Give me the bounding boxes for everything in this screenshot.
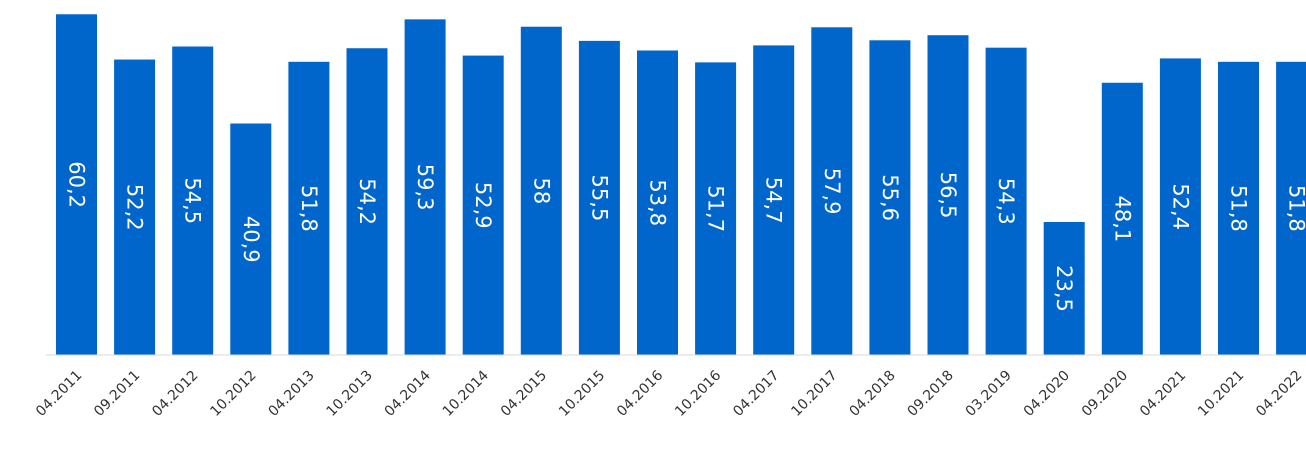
x-tick-label: 04.2021	[1137, 368, 1189, 420]
bar	[1101, 82, 1143, 355]
bar	[346, 48, 388, 356]
data-label: 48,1	[1110, 195, 1134, 242]
x-tick-label: 10.2015	[556, 368, 608, 420]
x-tick-label: 04.2014	[382, 367, 434, 419]
bar	[1159, 58, 1201, 355]
data-label: 57,9	[820, 168, 844, 215]
bar	[1043, 221, 1085, 355]
x-tick-label: 04.2022	[1253, 368, 1305, 420]
data-label: 56,5	[936, 172, 960, 219]
data-label: 54,3	[994, 178, 1018, 225]
data-label: 51,8	[1227, 185, 1251, 232]
data-label: 52,9	[471, 182, 495, 229]
x-tick-label: 04.2017	[730, 368, 782, 420]
data-label: 58	[529, 177, 553, 204]
bar	[230, 123, 272, 355]
bar	[462, 55, 504, 355]
data-label: 59,3	[413, 164, 437, 211]
bar	[1218, 61, 1259, 355]
x-tick-label: 10.2014	[440, 367, 492, 419]
bars-group: 60,2 52,2 54,5 40,9 51,8 54,2 59,3 52,9 58 55,5 53…	[56, 14, 1306, 356]
x-tick-label: 10.2012	[207, 368, 259, 420]
x-tick-label: 10.2017	[788, 368, 840, 420]
bar	[811, 27, 853, 355]
x-tick-label: 04.2011	[33, 368, 85, 420]
bar	[288, 61, 330, 355]
x-tick-label: 04.2013	[265, 368, 317, 420]
x-tick-label: 09.2011	[91, 368, 143, 420]
data-label: 54,5	[181, 177, 205, 224]
x-tick-label: 10.2021	[1195, 368, 1247, 420]
x-tick-label: 04.2015	[498, 368, 550, 420]
data-label: 55,5	[587, 175, 611, 222]
bar	[172, 46, 214, 355]
data-label: 52,4	[1168, 183, 1192, 230]
data-label: 51,8	[1285, 185, 1306, 232]
bar	[753, 45, 795, 355]
x-tick-label: 04.2018	[846, 368, 898, 420]
bar	[578, 40, 620, 356]
x-tick-label: 04.2012	[149, 368, 201, 420]
data-label: 53,8	[646, 179, 670, 226]
data-label: 54,7	[762, 177, 786, 224]
x-tick-label: 04.2020	[1021, 368, 1073, 420]
x-tick-label: 03.2019	[963, 368, 1015, 420]
bar	[985, 47, 1027, 356]
x-tick-label: 09.2020	[1079, 368, 1131, 420]
data-label: 51,7	[704, 185, 728, 232]
x-tick-label: 10.2016	[672, 367, 724, 419]
data-label: 54,2	[355, 178, 379, 225]
data-label: 23,5	[1052, 265, 1076, 312]
data-label: 55,6	[878, 174, 902, 221]
bar	[637, 50, 678, 355]
bar	[520, 26, 562, 355]
bar	[927, 35, 969, 356]
bar	[1276, 61, 1306, 355]
data-label: 40,9	[239, 216, 263, 263]
x-tick-label: 09.2018	[905, 368, 957, 420]
x-tick-labels: 04.2011 09.2011 04.2012 10.2012 04.2013 10.20…	[33, 367, 1305, 419]
data-label: 52,2	[123, 184, 147, 231]
data-label: 51,8	[297, 185, 321, 232]
bar	[695, 62, 737, 356]
x-tick-label: 10.2013	[324, 368, 376, 420]
bar	[404, 19, 446, 355]
bar	[56, 14, 97, 355]
data-label: 60,2	[65, 161, 89, 208]
bar	[114, 59, 156, 355]
bar	[869, 40, 911, 355]
x-tick-label: 04.2016	[614, 367, 666, 419]
